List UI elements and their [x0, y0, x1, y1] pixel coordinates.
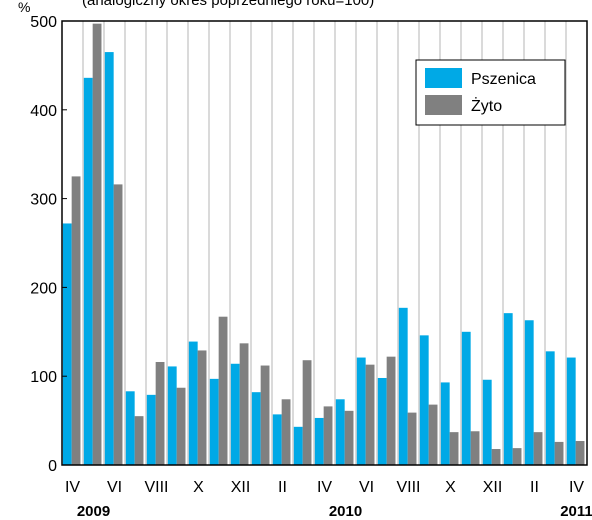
y-tick-label: 300 — [30, 192, 57, 209]
bar-pszenica — [209, 378, 219, 465]
bar-zyto — [113, 184, 123, 465]
year-label: 2009 — [77, 503, 110, 520]
x-tick-label: IV — [569, 479, 584, 496]
bar-zyto — [491, 449, 501, 465]
bar-zyto — [428, 404, 438, 465]
bar-pszenica — [440, 382, 450, 465]
bar-zyto — [281, 399, 291, 465]
x-tick-label: X — [193, 479, 204, 496]
bar-zyto — [155, 361, 165, 465]
bar-pszenica — [524, 320, 534, 465]
bar-pszenica — [377, 377, 387, 465]
x-tick-label: VIII — [396, 479, 420, 496]
bar-zyto — [197, 350, 207, 465]
bar-pszenica — [356, 357, 366, 465]
year-label: 2010 — [329, 503, 362, 520]
chart-title: (analogiczny okres poprzedniego roku=100… — [82, 0, 374, 9]
bar-zyto — [260, 365, 270, 465]
bar-pszenica — [419, 335, 429, 465]
bar-pszenica — [398, 307, 408, 465]
legend-label-zyto: Żyto — [471, 96, 502, 115]
bar-zyto — [407, 412, 417, 465]
bars — [62, 23, 585, 465]
x-tick-label: XII — [231, 479, 251, 496]
y-axis: 0 100 200 300 400 500 — [30, 14, 67, 475]
x-tick-label: X — [445, 479, 456, 496]
bar-pszenica — [293, 426, 303, 465]
bar-zyto — [365, 364, 375, 465]
bar-pszenica — [545, 351, 555, 465]
bar-zyto — [533, 432, 543, 465]
bar-pszenica — [272, 414, 282, 465]
x-tick-label: VI — [107, 479, 122, 496]
bar-pszenica — [314, 417, 324, 465]
bar-zyto — [176, 387, 186, 465]
legend: Pszenica Żyto — [415, 59, 566, 126]
y-tick-label: 500 — [30, 14, 57, 31]
y-tick-label: 400 — [30, 103, 57, 120]
x-tick-label: VI — [359, 479, 374, 496]
bar-pszenica — [188, 341, 198, 465]
y-axis-unit-label: % — [18, 0, 30, 15]
bar-zyto — [449, 432, 459, 465]
x-tick-label: XII — [483, 479, 503, 496]
bar-zyto — [575, 441, 585, 465]
bar-pszenica — [503, 313, 513, 465]
bar-zyto — [554, 441, 564, 465]
bar-zyto — [92, 23, 102, 465]
y-tick-label: 100 — [30, 369, 57, 386]
x-tick-label: II — [530, 479, 539, 496]
gridlines — [82, 21, 567, 465]
bar-zyto — [302, 360, 312, 465]
bar-pszenica — [167, 366, 177, 465]
bar-zyto — [470, 431, 480, 465]
bar-zyto — [239, 343, 249, 465]
plot-frame — [61, 20, 588, 466]
bar-pszenica — [83, 77, 93, 465]
x-axis: IV VI VIII X XII II IV VI VIII X XII II IV — [65, 479, 584, 496]
bar-zyto — [323, 406, 333, 465]
bar-pszenica — [482, 379, 492, 465]
legend-label-pszenica: Pszenica — [471, 71, 536, 88]
x-tick-label: VIII — [144, 479, 168, 496]
x-tick-label: IV — [317, 479, 332, 496]
bar-pszenica — [125, 391, 135, 465]
x-tick-label: IV — [65, 479, 80, 496]
bar-zyto — [386, 356, 396, 465]
bar-pszenica — [566, 357, 576, 465]
y-tick-label: 200 — [30, 280, 57, 297]
x-tick-label: II — [278, 479, 287, 496]
bar-zyto — [134, 416, 144, 465]
bar-pszenica — [251, 392, 261, 465]
bar-zyto — [71, 176, 81, 465]
bar-pszenica — [146, 394, 156, 465]
bar-pszenica — [104, 52, 114, 465]
year-labels: 2009 2010 2011 — [77, 503, 592, 520]
bar-zyto — [344, 410, 354, 465]
bar-zyto — [512, 448, 522, 465]
year-label: 2011 — [560, 503, 592, 520]
y-tick-label: 0 — [48, 458, 57, 475]
bar-pszenica — [62, 223, 72, 465]
bar-pszenica — [230, 363, 240, 465]
bar-pszenica — [461, 331, 471, 465]
legend-swatch-zyto — [425, 95, 462, 115]
bar-zyto — [218, 316, 228, 465]
legend-swatch-pszenica — [425, 68, 462, 88]
bar-pszenica — [335, 399, 345, 465]
